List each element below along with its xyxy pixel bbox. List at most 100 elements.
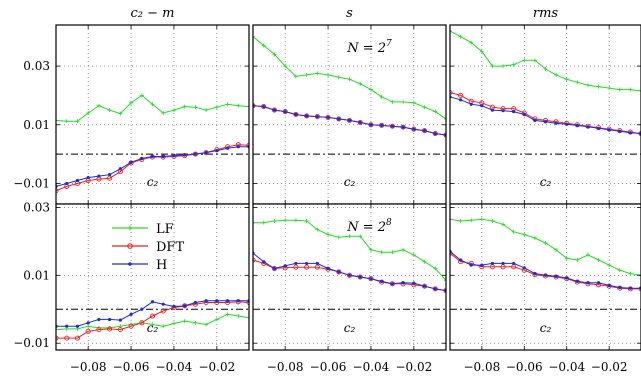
data-point-h bbox=[337, 270, 341, 274]
data-point-lf bbox=[150, 102, 155, 107]
data-point-h bbox=[575, 279, 579, 284]
data-point-lf bbox=[411, 252, 416, 257]
data-point-h bbox=[565, 122, 569, 126]
data-point-lf bbox=[596, 84, 601, 89]
data-point-h bbox=[422, 129, 427, 133]
data-point-lf bbox=[56, 327, 58, 332]
data-point-lf bbox=[326, 232, 331, 237]
data-point-lf bbox=[607, 263, 612, 268]
data-point-lf bbox=[401, 99, 406, 104]
data-point-lf bbox=[247, 315, 249, 320]
data-point-h bbox=[433, 131, 437, 136]
data-point-h bbox=[315, 261, 319, 266]
column-titles: c₂ − m s rms bbox=[131, 6, 559, 21]
data-point-dft bbox=[271, 265, 277, 272]
data-point-lf bbox=[575, 80, 580, 85]
x-tick-label: −0.08 bbox=[70, 360, 107, 374]
data-point-h bbox=[215, 148, 219, 153]
axis-ticks bbox=[253, 204, 446, 350]
data-point-lf bbox=[433, 109, 438, 114]
x-tick-label: −0.08 bbox=[267, 360, 304, 374]
data-point-lf bbox=[554, 72, 559, 77]
data-point-lf bbox=[358, 81, 363, 86]
data-point-h bbox=[501, 109, 505, 113]
data-point-lf bbox=[617, 87, 622, 92]
panel-xlabel: c₂ bbox=[344, 321, 356, 335]
series-line-dft bbox=[56, 301, 249, 339]
n-annotation-base: N = 2 bbox=[346, 41, 386, 56]
data-point-h bbox=[369, 123, 373, 127]
data-point-lf bbox=[96, 103, 101, 108]
data-point-h bbox=[193, 300, 197, 305]
panel-frame bbox=[449, 203, 641, 351]
data-point-h bbox=[305, 261, 309, 266]
data-point-h bbox=[236, 299, 240, 303]
data-point-h bbox=[225, 299, 230, 303]
legend-label: H bbox=[156, 258, 167, 273]
data-point-lf bbox=[543, 67, 548, 72]
data-point-lf bbox=[479, 49, 484, 54]
data-point-h bbox=[272, 266, 277, 271]
data-point-h bbox=[401, 281, 405, 285]
data-point-lf bbox=[225, 312, 230, 317]
data-point-lf bbox=[628, 271, 633, 276]
data-point-lf bbox=[283, 218, 288, 223]
data-point-lf bbox=[261, 43, 266, 48]
column-title: s bbox=[346, 6, 353, 21]
data-point-h bbox=[65, 181, 69, 186]
data-point-h bbox=[236, 145, 240, 149]
data-point-h bbox=[204, 151, 208, 155]
data-point-lf bbox=[139, 93, 144, 98]
panel: c₂ N = 28 bbox=[252, 203, 447, 351]
data-point-lf bbox=[293, 74, 298, 79]
data-point-h bbox=[347, 273, 352, 277]
data-point-lf bbox=[390, 250, 395, 255]
data-point-lf bbox=[204, 108, 209, 113]
data-point-h bbox=[533, 272, 537, 276]
data-point-lf bbox=[171, 321, 176, 326]
n-annotation-exponent: 8 bbox=[386, 218, 392, 228]
data-point-h bbox=[512, 109, 516, 114]
y-tick-label: −0.01 bbox=[13, 336, 50, 350]
data-point-dft bbox=[149, 313, 156, 319]
data-point-h bbox=[459, 98, 463, 102]
data-point-h bbox=[575, 123, 579, 127]
data-point-lf bbox=[379, 250, 384, 255]
data-point-lf bbox=[607, 86, 612, 91]
data-point-h bbox=[86, 175, 90, 180]
data-point-dft bbox=[422, 283, 428, 289]
data-point-h bbox=[129, 312, 133, 316]
panel: c₂ bbox=[55, 203, 250, 351]
data-point-h bbox=[140, 156, 144, 161]
data-point-h bbox=[596, 281, 601, 285]
data-point-lf bbox=[347, 234, 352, 239]
x-tick-label: −0.02 bbox=[198, 360, 235, 374]
data-point-lf bbox=[511, 229, 516, 234]
data-point-lf bbox=[554, 247, 559, 252]
data-point-lf bbox=[171, 108, 176, 113]
data-point-h bbox=[337, 117, 341, 121]
data-point-lf bbox=[182, 104, 187, 109]
data-point-lf bbox=[575, 258, 580, 263]
column-title: c₂ − m bbox=[131, 6, 175, 21]
data-point-h bbox=[262, 104, 266, 109]
data-point-lf bbox=[444, 116, 446, 121]
data-point-h bbox=[390, 124, 394, 128]
data-point-h bbox=[97, 174, 101, 178]
data-point-h bbox=[412, 127, 416, 131]
panel: c₂ bbox=[449, 24, 641, 205]
n-annotation-base: N = 2 bbox=[346, 220, 386, 235]
data-point-lf bbox=[585, 252, 590, 257]
data-point-h bbox=[380, 123, 384, 127]
data-point-lf bbox=[490, 64, 495, 69]
data-point-h bbox=[412, 281, 416, 285]
axis-ticks bbox=[450, 204, 641, 350]
legend-marker bbox=[127, 243, 133, 249]
data-point-lf bbox=[511, 62, 516, 67]
data-point-h bbox=[118, 318, 122, 322]
data-point-lf bbox=[469, 218, 474, 223]
data-point-dft bbox=[160, 308, 166, 314]
data-point-dft bbox=[96, 327, 102, 333]
